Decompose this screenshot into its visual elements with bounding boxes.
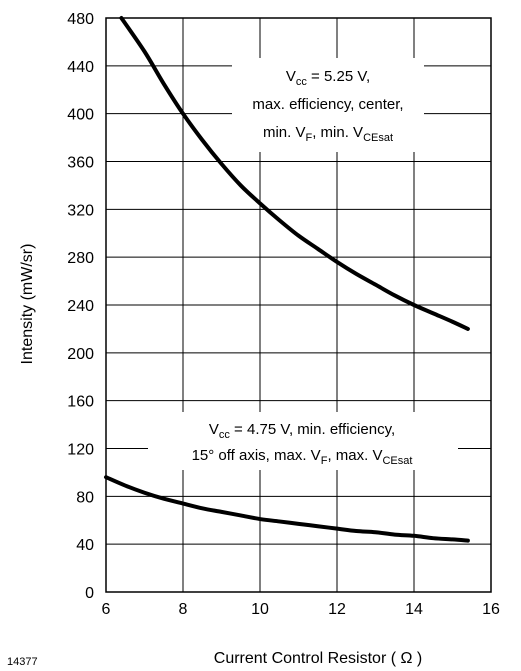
x-tick-label-1: 8	[179, 601, 188, 618]
x-tick-label-0: 6	[102, 601, 111, 618]
x-axis-label: Current Control Resistor ( Ω )	[214, 650, 422, 667]
x-tick-label-2: 10	[251, 601, 269, 618]
y-tick-label-10: 400	[67, 107, 94, 124]
y-tick-label-4: 160	[67, 394, 94, 411]
y-tick-label-12: 480	[67, 11, 94, 28]
x-tick-label-3: 12	[328, 601, 346, 618]
y-tick-label-2: 80	[76, 489, 94, 506]
y-tick-label-8: 320	[67, 202, 94, 219]
y-tick-label-3: 120	[67, 442, 94, 459]
y-tick-label-7: 280	[67, 250, 94, 267]
y-axis-label: Intensity (mW/sr)	[19, 244, 36, 365]
figure-id: 14377	[7, 656, 38, 668]
y-tick-label-9: 360	[67, 155, 94, 172]
x-tick-label-4: 14	[405, 601, 423, 618]
x-tick-label-5: 16	[482, 601, 500, 618]
y-tick-label-5: 200	[67, 346, 94, 363]
y-tick-label-0: 0	[85, 585, 94, 602]
y-tick-label-6: 240	[67, 298, 94, 315]
annotation-1-line-2: max. efficiency, center,	[252, 96, 403, 113]
y-tick-label-1: 40	[76, 537, 94, 554]
y-tick-label-11: 440	[67, 59, 94, 76]
